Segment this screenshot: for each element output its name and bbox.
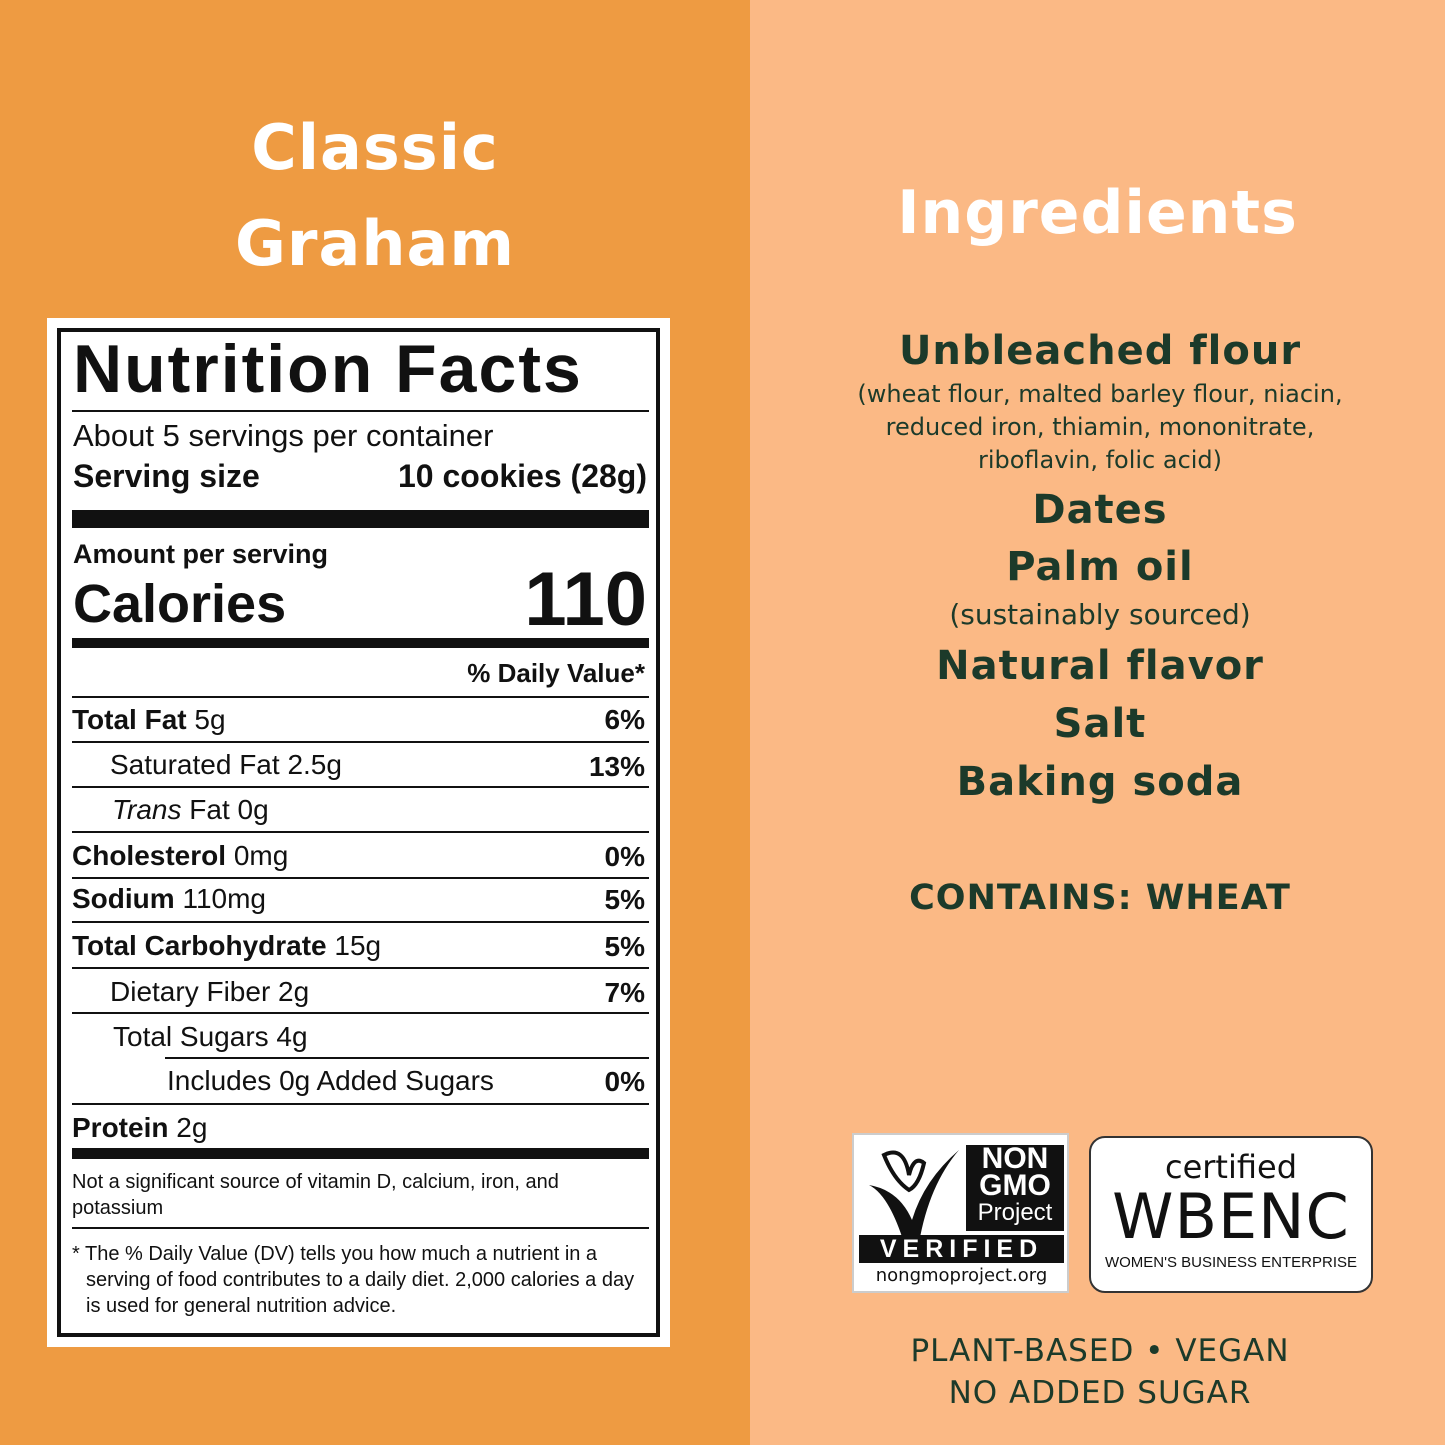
claims-line-1: PLANT-BASED • VEGAN bbox=[910, 1333, 1290, 1369]
title-line-2: Graham bbox=[235, 207, 515, 280]
dv-cholesterol: 0% bbox=[604, 841, 645, 872]
wbenc-subtitle: WOMEN'S BUSINESS ENTERPRISE bbox=[1104, 1254, 1358, 1271]
row-cholesterol: Cholesterol 0mg bbox=[72, 840, 289, 871]
serving-size-label: Serving size bbox=[73, 458, 260, 494]
dv-total-carbohydrate: 5% bbox=[604, 931, 645, 962]
wbenc-certified: certified bbox=[1164, 1148, 1298, 1186]
title-line-1: Classic bbox=[251, 111, 499, 184]
ingredients-heading: Ingredients bbox=[897, 178, 1298, 248]
wbenc-name: WBENC bbox=[1112, 1180, 1350, 1253]
micronutrient-note: Not a significant source of vitamin D, c… bbox=[72, 1171, 559, 1219]
daily-value-header: % Daily Value* bbox=[467, 658, 645, 688]
non-gmo-project-verified-badge: NON GMO Project VERIFIED nongmoproject.o… bbox=[852, 1133, 1069, 1293]
calories-label: Calories bbox=[73, 574, 287, 634]
nongmo-line3: Project bbox=[977, 1199, 1053, 1226]
butterfly-leaf-icon bbox=[869, 1150, 959, 1243]
row-protein: Protein 2g bbox=[72, 1112, 208, 1143]
ingredient-flour-detail: (wheat flour, malted barley flour, niaci… bbox=[857, 380, 1343, 474]
ingredient-palm-oil-detail: (sustainably sourced) bbox=[949, 598, 1251, 631]
product-title: Classic Graham bbox=[150, 100, 600, 292]
nongmo-url: nongmoproject.org bbox=[875, 1265, 1048, 1286]
dv-total-fat: 6% bbox=[604, 704, 645, 735]
ingredient-palm-oil: Palm oil bbox=[1006, 544, 1194, 590]
wbenc-certified-badge: certified WBENC WOMEN'S BUSINESS ENTERPR… bbox=[1089, 1136, 1373, 1293]
nongmo-line2: GMO bbox=[979, 1169, 1051, 1202]
ingredient-salt: Salt bbox=[1053, 701, 1147, 747]
verified-text: VERIFIED bbox=[859, 1235, 1064, 1263]
ingredient-dates: Dates bbox=[1032, 487, 1168, 533]
nongmo-line1: NON bbox=[981, 1142, 1049, 1175]
servings-per-container: About 5 servings per container bbox=[73, 418, 494, 453]
ingredient-unbleached-flour: Unbleached flour bbox=[898, 328, 1302, 374]
row-total-carbohydrate: Total Carbohydrate 15g bbox=[72, 930, 382, 961]
serving-size-value: 10 cookies (28g) bbox=[398, 458, 647, 494]
ingredient-natural-flavor: Natural flavor bbox=[936, 643, 1264, 689]
dv-sodium: 5% bbox=[604, 884, 645, 915]
row-saturated-fat: Saturated Fat 2.5g bbox=[110, 749, 342, 780]
row-sodium: Sodium 110mg bbox=[72, 883, 266, 914]
calories-value: 110 bbox=[524, 557, 647, 642]
ingredient-baking-soda: Baking soda bbox=[956, 759, 1244, 805]
dv-added-sugars: 0% bbox=[604, 1066, 645, 1097]
daily-value-footnote: * The % Daily Value (DV) tells you how m… bbox=[72, 1243, 635, 1317]
nutrition-heading: Nutrition Facts bbox=[73, 331, 583, 407]
allergen-statement: CONTAINS: WHEAT bbox=[909, 878, 1291, 918]
dv-saturated-fat: 13% bbox=[588, 751, 645, 782]
dv-dietary-fiber: 7% bbox=[604, 977, 645, 1008]
row-total-sugars: Total Sugars 4g bbox=[113, 1021, 308, 1052]
claims-line-2: NO ADDED SUGAR bbox=[948, 1375, 1252, 1411]
row-trans-fat: Trans Fat 0g bbox=[112, 794, 269, 825]
amount-per-serving: Amount per serving bbox=[73, 539, 329, 569]
row-total-fat: Total Fat 5g bbox=[72, 704, 226, 735]
row-added-sugars: Includes 0g Added Sugars bbox=[167, 1065, 494, 1096]
row-dietary-fiber: Dietary Fiber 2g bbox=[110, 976, 310, 1007]
